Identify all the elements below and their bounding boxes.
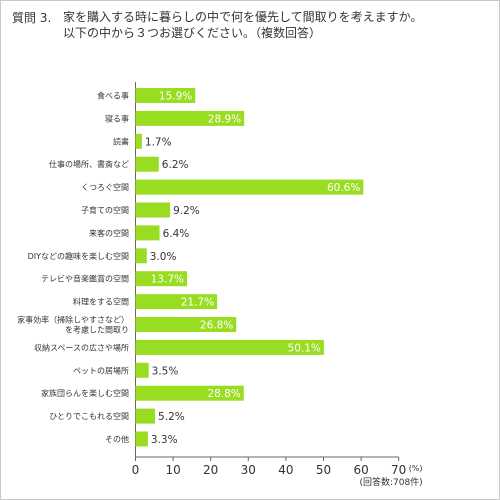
x-tick-label: 70 — [391, 463, 406, 477]
value-label: 3.0% — [150, 251, 177, 263]
category-label: 仕事の場所、書斎など — [49, 159, 129, 169]
category-label: 来客の空間 — [89, 228, 129, 238]
category-label: 収納スペースの広さや場所 — [34, 342, 129, 352]
value-label: 9.2% — [173, 205, 200, 217]
category-label: を考慮した間取り — [65, 325, 129, 335]
question-line-2: 以下の中から３つお選びください。（複数回答） — [63, 26, 322, 40]
value-label: 13.7% — [151, 274, 184, 286]
value-label: 60.6% — [327, 182, 360, 194]
category-label: 料理をする空間 — [73, 297, 129, 307]
x-tick-label: 50 — [316, 463, 331, 477]
value-label: 3.3% — [151, 434, 178, 446]
value-label: 5.2% — [158, 411, 185, 423]
bar — [135, 133, 142, 149]
bar — [135, 88, 196, 103]
bar — [135, 156, 159, 172]
value-label: 6.4% — [163, 228, 190, 240]
bar — [135, 248, 147, 264]
category-label: テレビや音楽鑑賞の空間 — [41, 274, 129, 284]
category-label: 家事効率（掃除しやすさなど） — [17, 315, 129, 325]
question-line-1: 家を購入する時に暮らしの中で何を優先して間取りを考えますか。 — [63, 10, 423, 24]
x-tick-label: 10 — [165, 463, 180, 477]
x-tick-label: 60 — [353, 463, 368, 477]
value-label: 50.1% — [288, 342, 321, 354]
category-label: ひとりでこもれる空間 — [49, 411, 129, 421]
bar — [135, 202, 171, 218]
category-label: 食べる事 — [97, 91, 129, 101]
bar — [135, 362, 149, 378]
category-label: その他 — [105, 434, 129, 444]
value-label: 6.2% — [162, 159, 189, 171]
x-tick-label: 30 — [241, 463, 256, 477]
question-number: 質問 3. — [12, 11, 52, 25]
category-label: くつろぐ空間 — [81, 182, 129, 192]
category-label: ペットの居場所 — [73, 365, 129, 375]
value-label: 15.9% — [159, 91, 192, 103]
bar — [135, 179, 364, 195]
category-label: 家族団らんを楽しむ空間 — [41, 388, 129, 398]
bar — [135, 339, 324, 355]
x-tick-label: 40 — [278, 463, 293, 477]
bar — [135, 408, 156, 424]
value-label: 1.7% — [145, 136, 172, 148]
question-text: 家を購入する時に暮らしの中で何を優先して間取りを考えますか。 以下の中から３つお… — [63, 9, 422, 41]
bar — [135, 225, 160, 241]
category-label: 子育ての空間 — [81, 205, 129, 215]
x-tick-label: 20 — [203, 463, 218, 477]
value-label: 3.5% — [152, 365, 179, 377]
value-label: 28.8% — [207, 388, 240, 400]
bar — [135, 431, 148, 447]
response-count-note: (回答数:708件) — [359, 476, 422, 488]
bar — [135, 110, 245, 126]
x-axis-unit: (%) — [409, 464, 423, 473]
category-label: 寝る事 — [105, 113, 129, 123]
value-label: 26.8% — [200, 320, 233, 332]
value-label: 28.9% — [208, 113, 241, 125]
value-label: 21.7% — [181, 297, 214, 309]
bar — [135, 385, 244, 401]
bar — [135, 317, 237, 332]
category-label: 読書 — [113, 136, 129, 146]
category-label: DIYなどの趣味を楽しむ空間 — [28, 251, 129, 261]
x-tick-label: 0 — [132, 463, 140, 477]
bar — [135, 294, 218, 310]
bar — [135, 271, 188, 287]
